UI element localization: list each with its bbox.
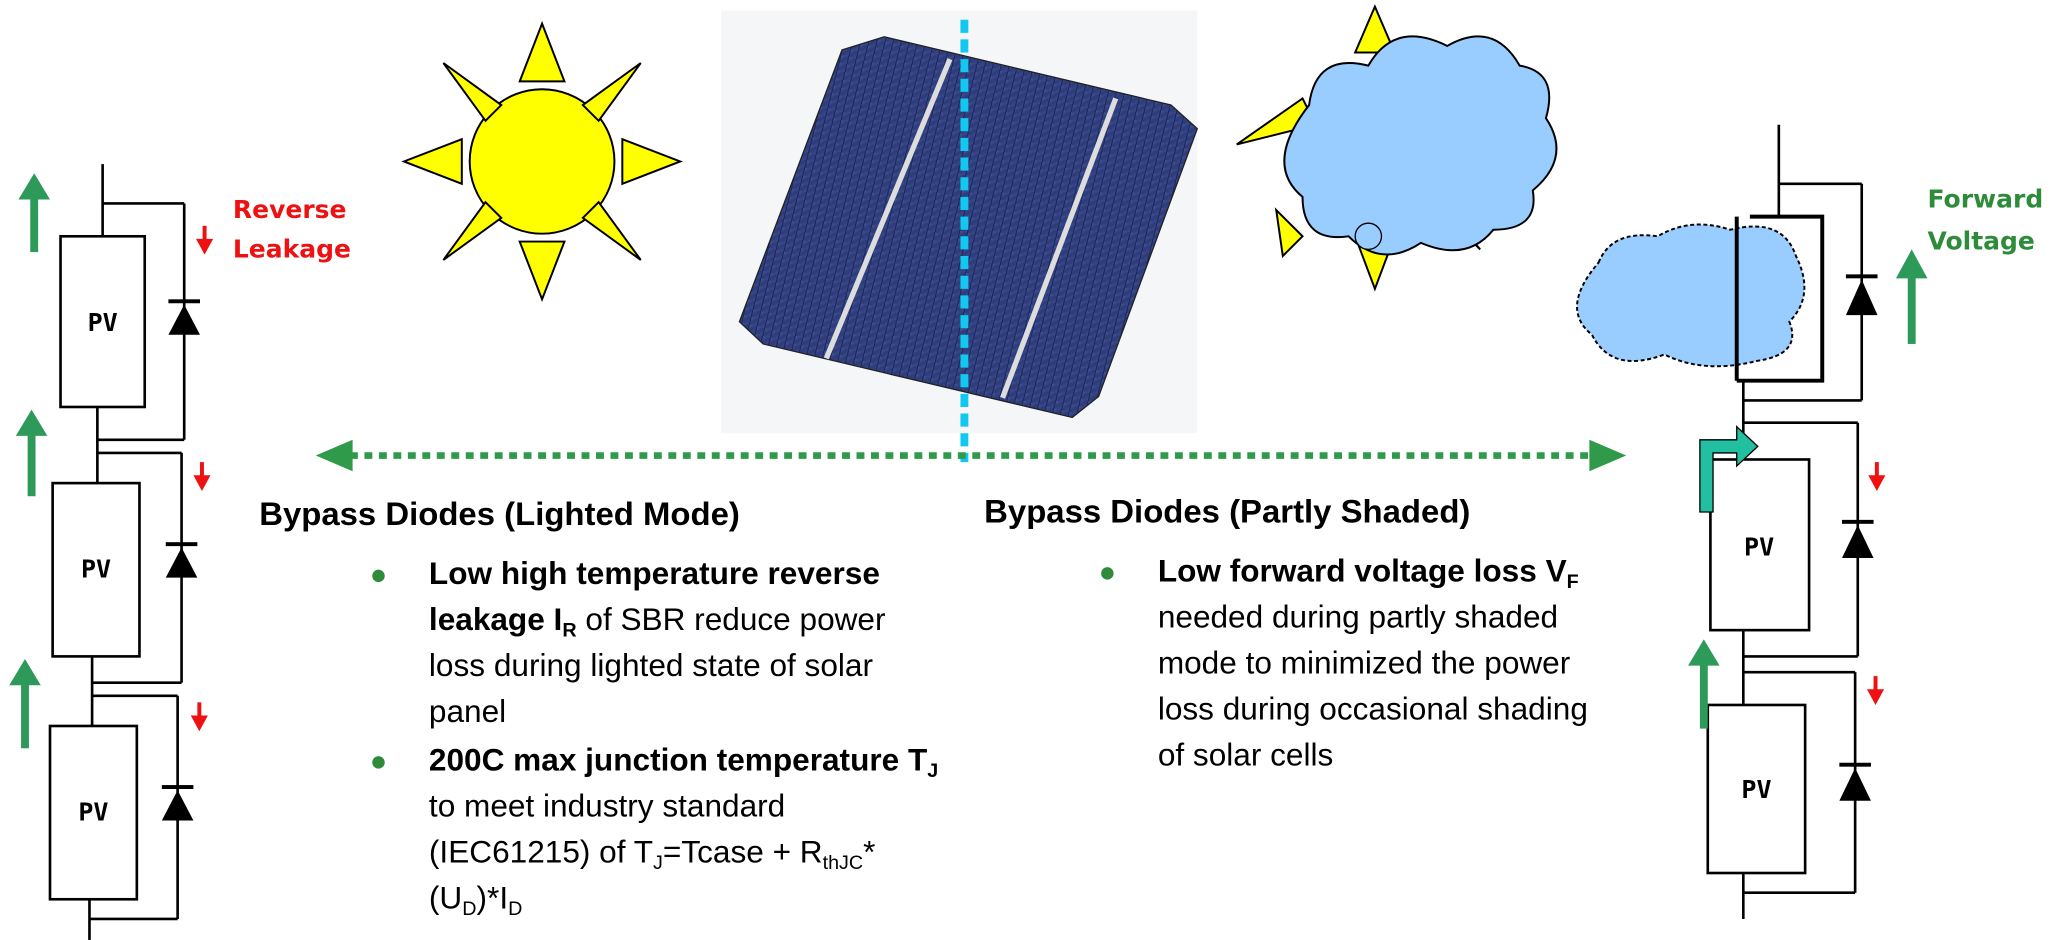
bullet: ●Low forward voltage loss VF needed duri… [1158,549,1618,779]
subscript: J [653,852,663,874]
annotation: Leakage [233,234,351,263]
current-arrows [9,173,50,748]
subscript: D [462,898,476,920]
diagram: PV PV PV Reverse Leakage PV PV Forward V… [0,0,2063,940]
text: 200C max junction temperature T [429,743,927,778]
subscript: J [927,760,938,782]
left-circuit [50,164,184,940]
diodes [1839,274,1877,800]
arrow-head [316,440,353,472]
annotation: Reverse [233,195,347,224]
cloud [1284,36,1556,254]
bullet-dot: ● [1099,549,1116,595]
text: =Tcase + R [663,835,823,870]
subscript: D [508,898,522,920]
page: PV PV PV Reverse Leakage PV PV Forward V… [0,0,2063,940]
pv-label: PV [78,798,108,827]
heading: Bypass Diodes (Lighted Mode) [259,496,740,534]
text: needed during partly shaded mode to mini… [1158,600,1588,773]
annotation: Forward [1928,184,2044,213]
leak-arrows [1867,462,1885,705]
pv-label: PV [88,308,118,337]
sun [404,24,680,300]
slide: PV PV PV Reverse Leakage PV PV Forward V… [0,0,2063,940]
bullet-dot: ● [370,738,387,784]
arrow-head [1589,440,1626,472]
pv-label: PV [81,555,111,584]
pv-label: PV [1744,532,1774,561]
bullet: ●Low high temperature reverse leakage IR… [429,551,929,735]
annotation: Voltage [1928,226,2035,255]
text: Low forward voltage loss V [1158,554,1567,589]
text: )*I [477,881,509,916]
heading: Bypass Diodes (Partly Shaded) [984,494,1470,532]
shade-cloud [1577,224,1804,366]
subscript: F [1567,571,1579,593]
pv-label: PV [1741,775,1771,804]
subscript: R [562,620,576,642]
bullet: ●200C max junction temperature TJ to mee… [429,738,942,922]
subscript: thJC [823,852,864,874]
bullet-dot: ● [370,551,387,597]
cloud-puff [1355,223,1381,249]
diodes [162,299,200,820]
